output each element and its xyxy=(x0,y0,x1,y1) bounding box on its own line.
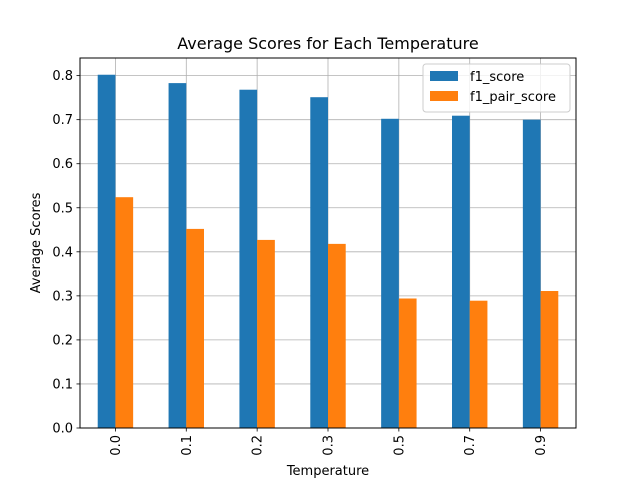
y-tick-label: 0.0 xyxy=(52,422,73,437)
bar-f1_score-0.0 xyxy=(97,74,116,428)
x-tick-label: 0.3 xyxy=(322,435,337,456)
bar-f1_pair_score-0.9 xyxy=(540,291,559,428)
legend-label: f1_score xyxy=(470,70,524,85)
y-tick-label: 0.2 xyxy=(52,333,73,348)
x-axis: 0.0 0.1 0.2 0.3 0.5 0.7 0.9 xyxy=(109,428,549,456)
y-tick-label: 0.1 xyxy=(52,377,73,392)
x-tick-label: 0.2 xyxy=(251,435,266,456)
bar-f1_pair_score-0.3 xyxy=(328,243,346,428)
y-tick-label: 0.3 xyxy=(52,289,73,304)
y-tick-label: 0.5 xyxy=(52,201,73,216)
chart-title: Average Scores for Each Temperature xyxy=(177,34,478,53)
bar-f1_pair_score-0.1 xyxy=(186,228,204,428)
x-tick-label: 0.1 xyxy=(180,435,195,456)
y-tick-label: 0.4 xyxy=(52,245,73,260)
x-tick-label: 0.7 xyxy=(463,435,478,456)
y-tick-label: 0.6 xyxy=(52,157,73,172)
y-axis: 0.0 0.1 0.2 0.3 0.4 0.5 0.6 0.7 0.8 xyxy=(52,69,80,437)
bar-f1_score-0.2 xyxy=(239,89,258,428)
y-tick-label: 0.7 xyxy=(52,113,73,128)
legend-swatch-f1_pair_score xyxy=(430,91,458,101)
bar-f1_pair_score-0.0 xyxy=(115,197,134,428)
bars-layer xyxy=(97,74,559,429)
legend-label: f1_pair_score xyxy=(470,90,556,105)
bar-f1_score-0.1 xyxy=(168,83,187,428)
bar-f1_score-0.5 xyxy=(381,118,399,429)
legend-box xyxy=(422,63,571,113)
bar-f1_pair_score-0.2 xyxy=(257,239,275,428)
bar-f1_score-0.7 xyxy=(452,115,470,428)
x-axis-label: Temperature xyxy=(286,464,369,479)
y-tick-label: 0.8 xyxy=(52,69,73,84)
bar-f1_pair_score-0.7 xyxy=(469,300,488,428)
bar-f1_score-0.3 xyxy=(310,97,328,428)
x-tick-label: 0.0 xyxy=(109,435,124,456)
bar-f1_score-0.9 xyxy=(522,119,541,429)
legend: f1_score f1_pair_score xyxy=(422,63,571,113)
x-tick-label: 0.9 xyxy=(534,435,549,456)
y-axis-label: Average Scores xyxy=(29,192,44,293)
legend-swatch-f1_score xyxy=(430,71,458,81)
x-tick-label: 0.5 xyxy=(392,435,407,456)
bar-f1_pair_score-0.5 xyxy=(398,298,417,428)
